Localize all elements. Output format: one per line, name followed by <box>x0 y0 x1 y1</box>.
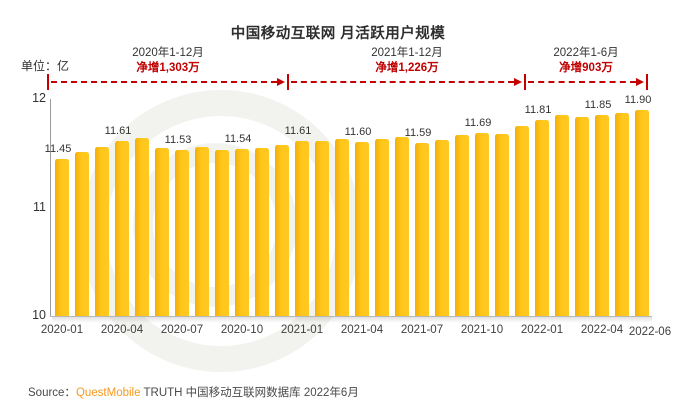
x-axis-shadow <box>52 317 652 323</box>
value-label-2022-01: 11.81 <box>524 103 552 116</box>
unit-label: 单位：亿 <box>21 59 70 73</box>
period-dashed-line-3 <box>528 81 636 83</box>
annotation-2021: 2021年1-12月 净增1,226万 <box>297 46 517 76</box>
bar-2022-04 <box>595 115 609 316</box>
value-label-2021-01: 11.61 <box>284 125 312 138</box>
value-label-2020-04: 11.61 <box>104 125 132 138</box>
period-boundary-tick-2 <box>287 74 289 90</box>
bar-2021-10 <box>475 132 489 316</box>
bar-2020-01 <box>55 158 69 316</box>
bar-2020-04 <box>115 141 129 316</box>
bar-2021-04 <box>355 142 369 316</box>
annotation-2022: 2022年1-6月 净增903万 <box>476 46 676 76</box>
bar-2020-09 <box>215 149 229 316</box>
bar-2022-03 <box>575 117 589 316</box>
source-suffix: TRUTH 中国移动互联网数据库 2022年6月 <box>140 387 359 399</box>
bar-2021-02 <box>315 141 329 316</box>
annotation-2021-net-add: 净增1,226万 <box>375 62 439 74</box>
y-axis-line <box>50 99 51 316</box>
source-prefix: Source： <box>28 387 76 399</box>
annotation-2022-net-add: 净增903万 <box>559 62 613 74</box>
x-axis-line <box>50 316 652 317</box>
x-axis-label-2020-10: 2020-10 <box>220 324 264 336</box>
bar-2021-03 <box>335 139 349 316</box>
period-arrowhead-icon-2 <box>514 78 522 86</box>
value-label-2020-01: 11.45 <box>44 142 72 155</box>
period-boundary-tick-1 <box>47 74 49 90</box>
value-label-2021-04: 11.60 <box>344 126 372 139</box>
bar-2020-03 <box>95 146 109 316</box>
value-label-2022-04: 11.85 <box>584 99 612 112</box>
y-axis-label-10: 10 <box>32 308 46 322</box>
annotation-2021-period: 2021年1-12月 <box>371 47 443 59</box>
chart-title: 中国移动互联网 月活跃用户规模 <box>230 26 446 42</box>
x-axis-label-2022-06: 2022-06 <box>628 326 672 338</box>
bar-2021-12 <box>515 126 529 316</box>
bar-2020-08 <box>195 146 209 316</box>
period-arrowhead-icon-1 <box>277 78 285 86</box>
bar-2021-07 <box>415 143 429 316</box>
bar-2021-05 <box>375 139 389 316</box>
period-boundary-tick-3 <box>524 74 526 90</box>
x-axis-label-2020-07: 2020-07 <box>160 324 204 336</box>
bar-2020-05 <box>135 138 149 316</box>
bar-2022-05 <box>615 113 629 316</box>
value-label-2020-07: 11.53 <box>164 133 192 146</box>
annotation-2020-net-add: 净增1,303万 <box>136 62 200 74</box>
x-axis-label-2022-01: 2022-01 <box>520 324 564 336</box>
x-axis-label-2020-01: 2020-01 <box>40 324 84 336</box>
value-label-2020-10: 11.54 <box>224 132 252 145</box>
bar-2020-10 <box>235 148 249 316</box>
bar-2020-02 <box>75 152 89 316</box>
annotation-2022-period: 2022年1-6月 <box>553 47 619 59</box>
source-brand: QuestMobile <box>75 387 141 399</box>
period-dashed-line-2 <box>291 81 514 83</box>
x-axis-label-2021-07: 2021-07 <box>400 324 444 336</box>
bar-2021-06 <box>395 136 409 316</box>
value-label-2022-06: 11.90 <box>624 93 652 106</box>
x-axis-label-2022-04: 2022-04 <box>580 324 624 336</box>
bar-2020-12 <box>275 144 289 316</box>
bar-2021-08 <box>435 140 449 316</box>
bar-2020-06 <box>155 147 169 316</box>
bar-2021-09 <box>455 134 469 316</box>
x-axis-label-2021-04: 2021-04 <box>340 324 384 336</box>
annotation-2020-period: 2020年1-12月 <box>132 47 204 59</box>
annotation-2020: 2020年1-12月 净增1,303万 <box>58 46 278 76</box>
bar-2022-02 <box>555 115 569 316</box>
source-line: Source：QuestMobile TRUTH 中国移动互联网数据库 2022… <box>28 384 359 400</box>
bar-2020-11 <box>255 147 269 316</box>
y-axis-label-11: 11 <box>33 199 46 214</box>
bar-2022-01 <box>535 119 549 316</box>
bar-2021-11 <box>495 133 509 316</box>
x-axis-label-2021-01: 2021-01 <box>280 324 324 336</box>
x-axis-label-2020-04: 2020-04 <box>100 324 144 336</box>
period-arrowhead-icon-3 <box>636 78 644 86</box>
value-label-2021-10: 11.69 <box>464 116 492 129</box>
period-dashed-line-1 <box>51 81 277 83</box>
bar-2021-01 <box>295 141 309 316</box>
bar-2020-07 <box>175 149 189 316</box>
x-axis-label-2021-10: 2021-10 <box>460 324 504 336</box>
bar-2022-06 <box>635 109 649 316</box>
value-label-2021-07: 11.59 <box>404 127 432 140</box>
period-boundary-tick-4 <box>646 74 648 90</box>
y-axis-label-12: 12 <box>32 91 46 105</box>
